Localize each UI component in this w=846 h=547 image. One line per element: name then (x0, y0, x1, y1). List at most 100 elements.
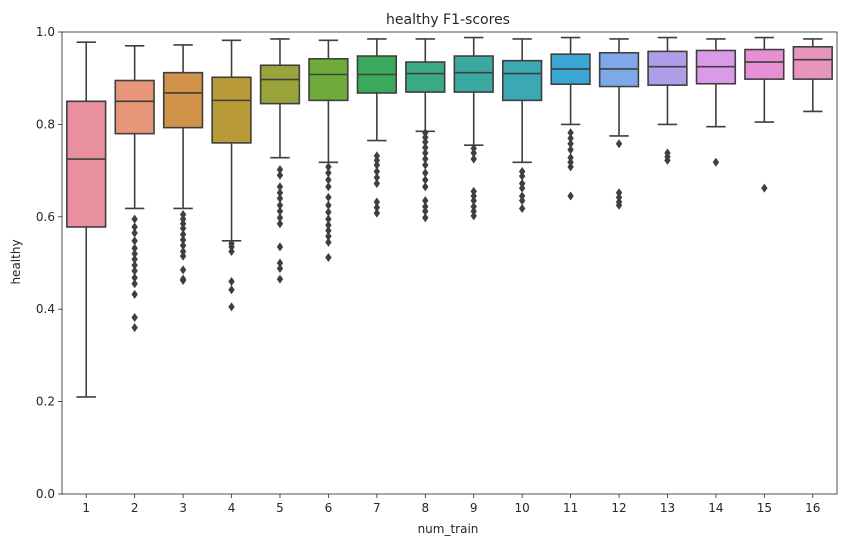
iqr-box (66, 100, 107, 228)
outlier-point (470, 202, 477, 212)
outlier-point (373, 151, 381, 161)
outlier-point (615, 188, 623, 198)
outlier-point (131, 313, 138, 323)
outlier-point (422, 196, 429, 206)
y-axis-label: healthy (9, 239, 23, 284)
iqr-box (453, 55, 494, 93)
outlier-point (131, 266, 138, 276)
outlier-point (470, 154, 477, 164)
outlier-point (373, 155, 381, 165)
outlier-point (518, 203, 526, 213)
box-5 (259, 38, 301, 284)
x-tick-label: 2 (131, 501, 139, 515)
box-2 (114, 45, 155, 333)
outlier-point (470, 196, 477, 206)
outlier-point (131, 214, 138, 224)
outlier-point (179, 276, 187, 286)
outlier-point (422, 154, 429, 164)
y-tick-label: 1.0 (36, 25, 55, 39)
box-12 (598, 38, 640, 210)
outlier-point (276, 165, 284, 175)
x-axis-ticks: 1 2 3 4 5 6 7 8 9 10 11 12 13 14 15 16 (82, 494, 820, 515)
outlier-point (470, 206, 477, 216)
outlier-point (179, 214, 187, 224)
outlier-point (179, 209, 187, 219)
outlier-point (325, 192, 332, 202)
x-tick-label: 15 (757, 501, 772, 515)
outlier-point (567, 128, 574, 138)
box-10 (501, 38, 543, 213)
x-tick-label: 3 (179, 501, 187, 515)
y-tick-label: 0.0 (36, 487, 55, 501)
outlier-point (615, 200, 623, 210)
outlier-point (228, 302, 235, 312)
outlier-point (518, 167, 526, 177)
outlier-point (276, 219, 284, 229)
outlier-point (276, 258, 284, 268)
outlier-point (131, 323, 138, 333)
outlier-point (470, 143, 477, 153)
chart-title: healthy F1-scores (386, 12, 510, 28)
outlier-point (567, 162, 574, 172)
outlier-point (131, 243, 138, 253)
outlier-point (276, 213, 284, 223)
outlier-point (422, 148, 429, 158)
y-tick-label: 0.6 (36, 210, 55, 224)
outlier-point (131, 289, 138, 299)
outlier-point (422, 128, 429, 138)
iqr-box (259, 64, 301, 105)
outlier-point (518, 191, 526, 201)
outlier-point (373, 203, 381, 213)
outlier-point (131, 254, 138, 264)
outlier-point (422, 202, 429, 212)
outlier-point (373, 197, 381, 207)
outlier-point (276, 200, 284, 210)
iqr-box (308, 57, 349, 102)
box-series (66, 36, 833, 398)
outlier-point (761, 183, 768, 193)
outlier-point (373, 179, 381, 189)
box-4 (211, 39, 252, 312)
outlier-point (325, 252, 332, 262)
box-8 (405, 38, 446, 223)
box-1 (66, 41, 107, 398)
outlier-point (470, 191, 477, 201)
outlier-point (325, 168, 332, 178)
y-axis-ticks: 0.0 0.2 0.4 0.6 0.8 1.0 (36, 25, 62, 501)
outlier-point (228, 276, 235, 286)
outlier-point (373, 208, 381, 218)
outlier-point (276, 182, 284, 192)
x-axis-label: num_train (418, 522, 479, 536)
outlier-point (325, 175, 332, 185)
outlier-point (712, 157, 720, 167)
y-tick-label: 0.8 (36, 117, 55, 131)
outlier-point (131, 249, 138, 259)
outlier-point (422, 213, 429, 223)
iqr-box (647, 50, 688, 86)
outlier-point (567, 153, 574, 163)
outlier-point (325, 182, 332, 192)
iqr-box (405, 61, 446, 93)
outlier-point (615, 139, 623, 149)
outlier-point (179, 265, 187, 275)
outlier-point (131, 279, 138, 289)
plot-frame (61, 31, 838, 495)
outlier-point (567, 133, 574, 143)
outlier-point (325, 214, 332, 224)
outlier-point (179, 219, 187, 229)
outlier-point (179, 223, 187, 233)
box-7 (356, 38, 398, 218)
outlier-point (276, 188, 284, 198)
outlier-point (422, 137, 429, 147)
box-15 (744, 36, 785, 193)
x-tick-label: 7 (373, 501, 381, 515)
x-tick-label: 12 (611, 501, 626, 515)
outlier-point (325, 207, 332, 217)
x-tick-label: 10 (515, 501, 530, 515)
outlier-point (179, 240, 187, 250)
outlier-point (325, 226, 332, 236)
x-tick-label: 9 (470, 501, 478, 515)
outlier-point (179, 229, 187, 239)
outlier-point (228, 242, 235, 252)
